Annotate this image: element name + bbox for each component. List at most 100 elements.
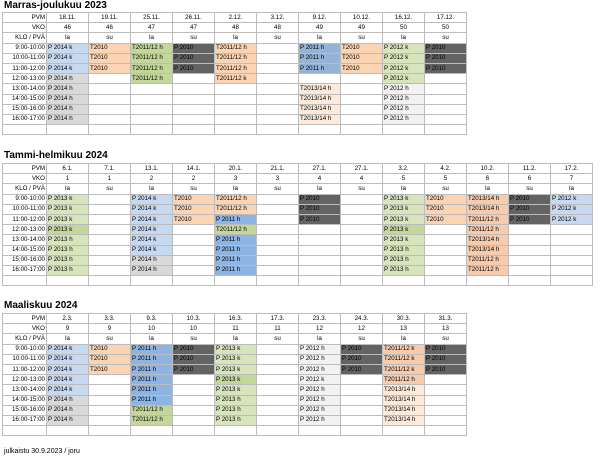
reservation-cell: T2010 [172, 213, 215, 226]
reservation-cell: P 2013 k [382, 203, 425, 215]
date-row-cell: 2.12. [214, 11, 257, 24]
week-row-cell: 47 [172, 22, 215, 34]
reservation-cell: P 2014 h [46, 414, 89, 427]
date-row-cell: 3.2. [382, 162, 425, 175]
time-slot-label: 11:00-12:00 [2, 363, 47, 376]
week-row-cell: 5 [382, 173, 425, 185]
reservation-cell: T2011/12 h [130, 52, 173, 64]
spacer-cell [424, 275, 467, 287]
empty-slot-cell [424, 103, 467, 115]
empty-slot-cell [88, 113, 131, 126]
date-row-cell: 16.12. [382, 11, 425, 24]
reservation-cell: P 2011 h [214, 244, 257, 256]
schedule-table-maaliskuu: PVM 2.3. 3.3. 9.3. 10.3. 16.3. 17.3. 23.3. 24.3.… [2, 312, 467, 437]
weekday-row-cell: su [424, 183, 467, 195]
date-row-cell: 6.1. [46, 162, 89, 175]
reservation-cell: T2011/12 k [382, 343, 425, 355]
weekday-row-cell: la [214, 32, 257, 44]
reservation-cell: P 2010 [172, 363, 215, 376]
reservation-cell: T2011/12 h [466, 224, 509, 236]
empty-slot-cell [298, 224, 341, 236]
reservation-cell: T2011/12 h [214, 203, 257, 215]
spacer-cell [298, 124, 341, 136]
empty-slot-cell [214, 83, 257, 95]
reservation-cell: P 2012 h [298, 384, 341, 396]
week-row-cell: 47 [130, 22, 173, 34]
date-row-cell: 27.1. [298, 162, 341, 175]
empty-slot-cell [424, 384, 467, 396]
spacer-cell [46, 124, 89, 136]
empty-slot-cell [256, 52, 299, 64]
empty-slot-cell [130, 103, 173, 115]
reservation-cell: P 2013 h [382, 244, 425, 256]
weekday-row-cell: su [256, 183, 299, 195]
date-row-cell: 23.3. [298, 312, 341, 325]
reservation-cell: P 2013 h [46, 244, 89, 256]
empty-slot-cell [424, 234, 467, 246]
weekday-row-cell: su [508, 183, 551, 195]
empty-slot-cell [340, 254, 383, 266]
spacer-cell [382, 425, 425, 437]
reservation-cell: P 2011 h [298, 42, 341, 54]
reservation-cell: P 2013 k [214, 384, 257, 396]
time-slot-row: 13:00-14:00 P 2014 k P 2011 h P 2013 k P 201… [2, 384, 467, 396]
reservation-cell: P 2013 h [382, 254, 425, 266]
reservation-cell: P 2014 h [46, 103, 89, 115]
reservation-cell: P 2013 k [46, 213, 89, 226]
week-row-cell: 10 [172, 323, 215, 335]
week-row-cell: 49 [298, 22, 341, 34]
reservation-cell: P 2010 [508, 213, 551, 226]
reservation-cell: P 2014 k [130, 213, 173, 226]
reservation-cell: P 2010 [424, 363, 467, 376]
week-row-cell: 9 [88, 323, 131, 335]
time-slot-label: 12:00-13:00 [2, 224, 47, 236]
week-row: VKO 1 1 2 2 3 3 4 4 5 5 6 6 7 [2, 173, 593, 185]
date-row: PVM 6.1. 7.1. 13.1. 14.1. 20.1. 21.1. 27.1. 27.1… [2, 162, 593, 175]
week-row-cell: 48 [256, 22, 299, 34]
empty-slot-cell [130, 83, 173, 95]
empty-slot-cell [340, 113, 383, 126]
section-title-marras-joulukuu: Marras-joulukuu 2023 [4, 0, 107, 11]
empty-slot-cell [298, 73, 341, 85]
empty-slot-cell [88, 394, 131, 406]
reservation-cell: T2011/12 h [214, 52, 257, 64]
weekday-row-cell: la [214, 183, 257, 195]
reservation-cell: P 2013 k [382, 224, 425, 236]
time-slot-label: 16:00-17:00 [2, 264, 47, 277]
empty-slot-cell [88, 224, 131, 236]
section-title-tammi-helmikuu: Tammi-helmikuu 2024 [4, 150, 108, 161]
spacer-cell [340, 425, 383, 437]
week-row-cell: 6 [466, 173, 509, 185]
reservation-cell: P 2014 k [130, 234, 173, 246]
empty-slot-cell [550, 264, 593, 277]
weekday-row-cell: la [382, 183, 425, 195]
date-row-cell: 20.1. [214, 162, 257, 175]
reservation-cell: P 2013 k [46, 203, 89, 215]
weekday-row: KLO / PVÄ la su la su la su la su la su la su la [2, 183, 593, 195]
reservation-cell: P 2012 h [382, 103, 425, 115]
empty-slot-cell [88, 103, 131, 115]
reservation-cell: P 2013 k [382, 193, 425, 205]
reservation-cell: P 2012 k [382, 62, 425, 75]
empty-slot-cell [340, 414, 383, 427]
reservation-cell: P 2013 k [214, 343, 257, 355]
reservation-cell: P 2011 h [298, 62, 341, 75]
week-row-cell: 7 [550, 173, 593, 185]
time-slot-row: 13:00-14:00 P 2014 h T2013/14 h P 2012 h [2, 83, 467, 95]
empty-slot-cell [88, 254, 131, 266]
reservation-cell: P 2012 k [550, 193, 593, 205]
empty-slot-cell [88, 93, 131, 105]
empty-slot-cell [172, 374, 215, 386]
empty-slot-cell [172, 254, 215, 266]
spacer-cell [172, 425, 215, 437]
reservation-cell: T2011/12 h [466, 254, 509, 266]
reservation-cell: T2010 [88, 62, 131, 75]
empty-slot-cell [130, 93, 173, 105]
time-slot-label: 15:00-16:00 [2, 254, 47, 266]
reservation-cell: P 2011 h [214, 264, 257, 277]
week-row-cell: 13 [424, 323, 467, 335]
reservation-cell: T2010 [340, 52, 383, 64]
reservation-cell: P 2014 k [130, 203, 173, 215]
